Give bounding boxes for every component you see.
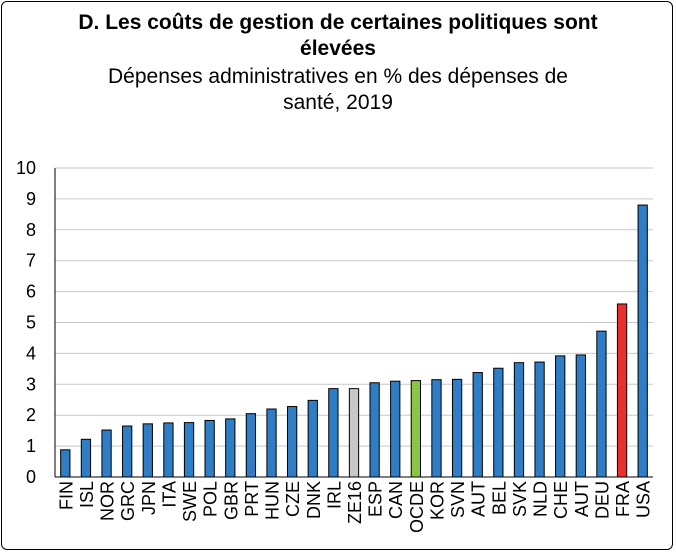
chart-title: D. Les coûts de gestion de certaines pol… — [78, 11, 598, 60]
x-tick-label: USA — [634, 481, 654, 518]
y-tick-label: 6 — [26, 282, 36, 302]
title-block: D. Les coûts de gestion de certaines pol… — [0, 10, 676, 116]
bar-prt — [245, 413, 257, 478]
x-tick-label: SVK — [510, 481, 530, 517]
y-tick-label: 8 — [26, 220, 36, 240]
y-tick-label: 10 — [16, 158, 36, 178]
y-tick-label: 4 — [26, 343, 36, 363]
x-tick-label: GBR — [221, 481, 241, 520]
x-tick-label: IRL — [324, 481, 344, 509]
bar-hun — [266, 408, 277, 478]
x-tick-label: SVN — [448, 481, 468, 518]
bar-ita — [163, 422, 174, 478]
x-tick-label: CHE — [551, 481, 571, 519]
bar-bel — [493, 367, 504, 478]
bar-jpn — [142, 423, 153, 478]
bar-dnk — [307, 399, 318, 478]
x-tick-label: GRC — [118, 481, 138, 521]
bar-esp — [369, 382, 380, 478]
x-tick-label: DEU — [592, 481, 612, 519]
x-tick-label: PRT — [242, 481, 262, 517]
bar-pol — [204, 419, 215, 478]
x-tick-label: CAN — [386, 481, 406, 519]
bar-ocde — [410, 380, 422, 478]
y-tick-label: 2 — [26, 405, 36, 425]
bar-nld — [534, 361, 545, 478]
x-tick-label: KOR — [427, 481, 447, 520]
bar-swe — [183, 422, 195, 478]
chart-subtitle: Dépenses administratives en % des dépens… — [108, 65, 568, 114]
y-tick-label: 7 — [26, 251, 36, 271]
x-tick-label: FRA — [613, 481, 633, 517]
y-tick-labels: 0 1 2 3 4 5 6 7 8 9 10 — [16, 158, 36, 487]
bar-aut — [575, 354, 586, 478]
bar-nor — [101, 429, 112, 478]
x-tick-label: ITA — [159, 481, 179, 508]
x-tick-label: ZE16 — [345, 481, 365, 524]
bar-isl — [80, 438, 92, 478]
y-tick-label: 1 — [26, 436, 36, 456]
x-tick-label: HUN — [263, 481, 283, 520]
bar-deu — [596, 330, 607, 478]
x-tick-label: NOR — [98, 481, 118, 521]
x-tick-label: CZE — [283, 481, 303, 517]
bar-che — [555, 355, 566, 478]
y-tick-label: 0 — [26, 467, 36, 487]
x-tick-label: DNK — [304, 481, 324, 519]
bar-ze16 — [348, 388, 360, 478]
bar-grc — [122, 425, 133, 478]
bar-can — [390, 380, 401, 478]
bar-fra — [616, 303, 628, 478]
x-tick-label: OCDE — [407, 481, 427, 533]
bars — [60, 204, 648, 478]
x-tick-label: POL — [201, 481, 221, 517]
x-tick-label: ISL — [77, 481, 97, 508]
bar-cze — [286, 406, 298, 478]
x-tick-label: NLD — [531, 481, 551, 517]
bar-fin — [60, 449, 71, 478]
y-tick-label: 9 — [26, 189, 36, 209]
x-tick-label: AUT — [572, 481, 592, 517]
x-tick-labels: FIN ISL NOR GRC JPN ITA SWE POL GBR PRT HUN CZE DNK I… — [56, 481, 653, 533]
bar-irl — [328, 388, 339, 478]
x-tick-label: ESP — [366, 481, 386, 517]
y-tick-label: 3 — [26, 374, 36, 394]
bar-aut — [472, 372, 483, 478]
x-tick-label: AUT — [469, 481, 489, 517]
bar-kor — [431, 379, 442, 478]
x-tick-label: JPN — [139, 481, 159, 515]
x-tick-label: SWE — [180, 481, 200, 522]
bar-svk — [513, 362, 525, 478]
y-tick-label: 5 — [26, 313, 36, 333]
x-tick-label: FIN — [56, 481, 76, 510]
axes — [54, 168, 653, 478]
bar-usa — [637, 204, 648, 478]
bar-svn — [451, 378, 463, 478]
x-tick-label: BEL — [489, 481, 509, 515]
bar-gbr — [225, 418, 236, 478]
